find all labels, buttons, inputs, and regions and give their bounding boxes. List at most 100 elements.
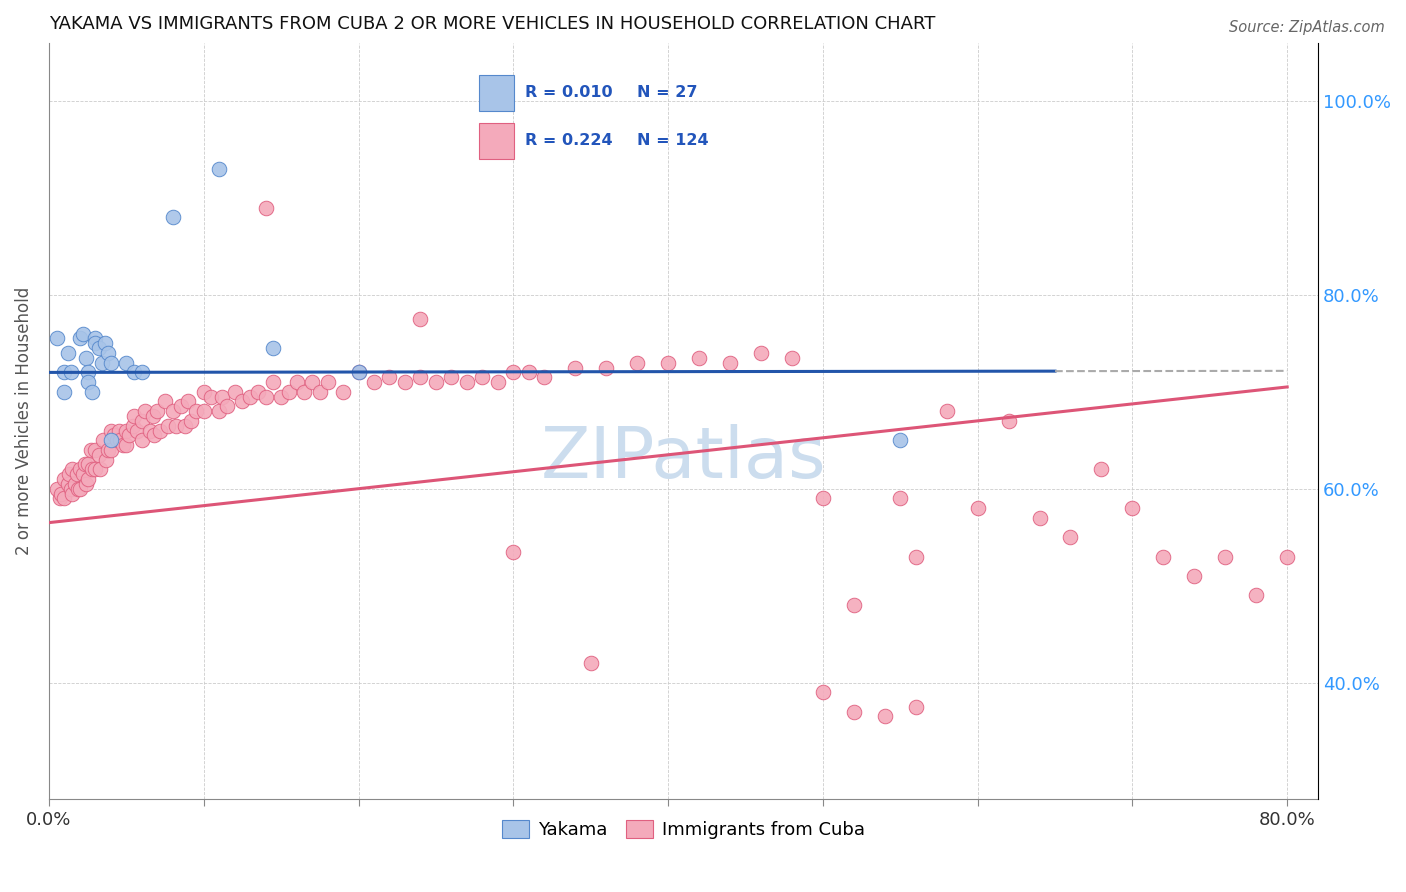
- Point: [749, 346, 772, 360]
- Point: [842, 598, 865, 612]
- Point: [49, 491, 72, 506]
- Point: [193, 404, 215, 418]
- Point: [394, 375, 416, 389]
- Point: [112, 438, 135, 452]
- Point: [58, 467, 80, 482]
- Point: [211, 390, 233, 404]
- Point: [149, 424, 172, 438]
- Point: [134, 404, 156, 418]
- Point: [45, 482, 67, 496]
- Point: [76, 472, 98, 486]
- Text: YAKAMA VS IMMIGRANTS FROM CUBA 2 OR MORE VEHICLES IN HOUSEHOLD CORRELATION CHART: YAKAMA VS IMMIGRANTS FROM CUBA 2 OR MORE…: [49, 15, 935, 33]
- Point: [239, 390, 262, 404]
- Point: [1213, 549, 1236, 564]
- Point: [56, 346, 79, 360]
- Point: [904, 549, 927, 564]
- Point: [76, 375, 98, 389]
- Point: [270, 390, 292, 404]
- Point: [87, 341, 110, 355]
- Point: [254, 390, 277, 404]
- Point: [688, 351, 710, 365]
- Point: [174, 418, 197, 433]
- Point: [72, 326, 94, 341]
- Point: [1028, 510, 1050, 524]
- Point: [180, 414, 202, 428]
- Point: [308, 384, 330, 399]
- Point: [91, 434, 114, 448]
- Point: [100, 356, 122, 370]
- Point: [657, 356, 679, 370]
- Point: [84, 442, 107, 457]
- Point: [409, 312, 432, 326]
- Point: [842, 705, 865, 719]
- Point: [1121, 501, 1143, 516]
- Point: [80, 442, 103, 457]
- Point: [82, 462, 104, 476]
- Point: [246, 384, 269, 399]
- Text: Source: ZipAtlas.com: Source: ZipAtlas.com: [1229, 20, 1385, 35]
- Point: [347, 365, 370, 379]
- Point: [1059, 530, 1081, 544]
- Point: [409, 370, 432, 384]
- Point: [1244, 588, 1267, 602]
- Point: [425, 375, 447, 389]
- Point: [131, 365, 153, 379]
- Legend: Yakama, Immigrants from Cuba: Yakama, Immigrants from Cuba: [495, 814, 872, 847]
- Point: [115, 356, 138, 370]
- Point: [69, 331, 91, 345]
- Point: [75, 476, 97, 491]
- Point: [72, 467, 94, 482]
- Point: [780, 351, 803, 365]
- Point: [100, 434, 122, 448]
- Point: [378, 370, 401, 384]
- Point: [316, 375, 339, 389]
- Point: [292, 384, 315, 399]
- Point: [277, 384, 299, 399]
- Point: [96, 452, 118, 467]
- Point: [200, 390, 222, 404]
- Point: [59, 365, 82, 379]
- Point: [131, 414, 153, 428]
- Point: [67, 482, 90, 496]
- Point: [579, 656, 602, 670]
- Point: [564, 360, 586, 375]
- Point: [122, 409, 145, 423]
- Point: [73, 458, 96, 472]
- Point: [502, 365, 524, 379]
- Point: [66, 467, 89, 482]
- Point: [146, 404, 169, 418]
- Point: [208, 161, 231, 176]
- Point: [105, 434, 128, 448]
- Y-axis label: 2 or more Vehicles in Household: 2 or more Vehicles in Household: [15, 286, 32, 555]
- Point: [143, 428, 166, 442]
- Point: [1090, 462, 1112, 476]
- Point: [873, 709, 896, 723]
- Point: [97, 346, 120, 360]
- Point: [69, 462, 91, 476]
- Point: [82, 384, 104, 399]
- Point: [718, 356, 741, 370]
- Point: [224, 384, 246, 399]
- Point: [60, 462, 83, 476]
- Point: [517, 365, 540, 379]
- Point: [131, 434, 153, 448]
- Point: [84, 462, 107, 476]
- Point: [997, 414, 1019, 428]
- Point: [90, 356, 112, 370]
- Point: [59, 482, 82, 496]
- Point: [231, 394, 253, 409]
- Point: [215, 400, 238, 414]
- Point: [193, 384, 215, 399]
- Point: [97, 442, 120, 457]
- Point: [142, 409, 165, 423]
- Point: [53, 384, 76, 399]
- Point: [45, 331, 67, 345]
- Point: [93, 336, 115, 351]
- Point: [153, 394, 176, 409]
- Point: [486, 375, 509, 389]
- Point: [53, 472, 76, 486]
- Point: [115, 438, 138, 452]
- Point: [332, 384, 354, 399]
- Point: [595, 360, 617, 375]
- Point: [904, 699, 927, 714]
